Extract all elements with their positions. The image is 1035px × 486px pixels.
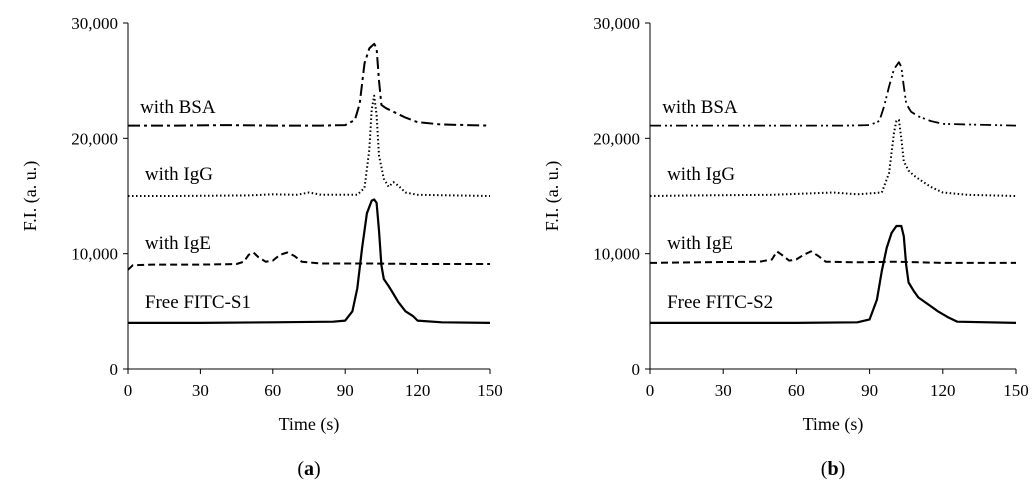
x-tick-label: 150 — [1003, 381, 1029, 400]
series-line — [649, 118, 1017, 197]
x-axis-title: Time (s) — [803, 414, 864, 435]
x-tick-label: 0 — [646, 381, 655, 400]
x-tick-label: 30 — [715, 381, 732, 400]
series-line — [649, 250, 1016, 264]
x-tick-label: 150 — [477, 381, 503, 400]
x-tick-label: 60 — [264, 381, 281, 400]
chart-panel-b: 0 10,000 20,000 30,000 0 30 60 90 120 150 Time (s)… — [542, 14, 1029, 480]
y-tick-label: 30,000 — [593, 14, 640, 33]
panel-label-letter: a — [304, 458, 314, 480]
series-label: with IgG — [145, 164, 213, 185]
panel-label: (b) — [821, 458, 845, 480]
series-label: with IgG — [667, 164, 735, 185]
series-line — [128, 42, 491, 127]
y-tick-label: 20,000 — [593, 129, 640, 148]
x-axis-title: Time (s) — [279, 414, 340, 435]
x-tick-label: 90 — [337, 381, 354, 400]
x-tick-label: 60 — [788, 381, 805, 400]
x-tick-label: 120 — [930, 381, 956, 400]
panel-label-letter: b — [827, 458, 838, 480]
y-tick-label: 0 — [632, 360, 641, 379]
series-line — [128, 94, 491, 197]
y-tick-label: 30,000 — [71, 14, 118, 33]
y-tick-label: 20,000 — [71, 129, 118, 148]
series-label: with IgE — [667, 233, 733, 254]
series-label: with BSA — [140, 97, 216, 118]
x-tick-label: 0 — [124, 381, 133, 400]
series-label: Free FITC-S2 — [667, 292, 773, 313]
series-line — [127, 251, 490, 271]
chart-panel-a: 0 10,000 20,000 30,000 0 30 60 90 120 150 Time (s)… — [20, 14, 503, 480]
panel-label: (a) — [297, 458, 320, 480]
series-line — [650, 224, 1017, 324]
x-tick-label: 30 — [192, 381, 209, 400]
series-line — [650, 61, 1017, 127]
x-tick-label: 90 — [861, 381, 878, 400]
y-tick-label: 10,000 — [71, 245, 118, 264]
series-label: Free FITC-S1 — [145, 292, 251, 313]
y-tick-label: 0 — [110, 360, 119, 379]
series-label: with IgE — [145, 233, 211, 254]
series-line — [128, 198, 491, 324]
y-tick-label: 10,000 — [593, 245, 640, 264]
y-axis-title: F.I. (a. u.) — [20, 161, 41, 232]
series-label: with BSA — [662, 97, 738, 118]
y-axis-title: F.I. (a. u.) — [542, 161, 563, 232]
x-tick-label: 120 — [405, 381, 431, 400]
